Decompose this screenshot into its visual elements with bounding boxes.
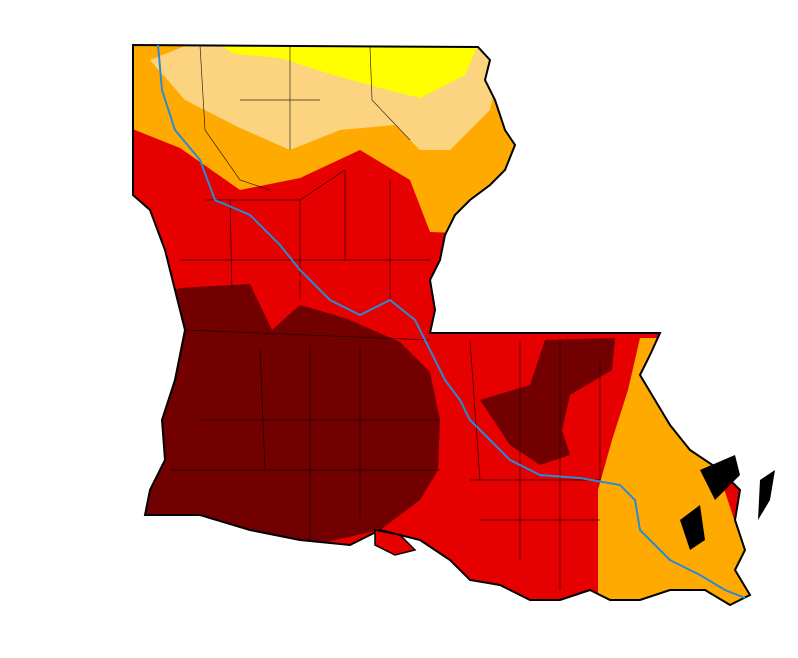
moderate-drought-southeast — [598, 338, 750, 605]
exceptional-drought-west — [133, 284, 440, 548]
dry-north — [210, 45, 480, 98]
exceptional-drought-east — [480, 338, 615, 465]
marsh-island — [374, 529, 417, 556]
parish-lines — [170, 45, 601, 590]
delta-islands — [680, 455, 775, 550]
state-outline — [132, 43, 752, 607]
mississippi-river — [157, 44, 746, 599]
